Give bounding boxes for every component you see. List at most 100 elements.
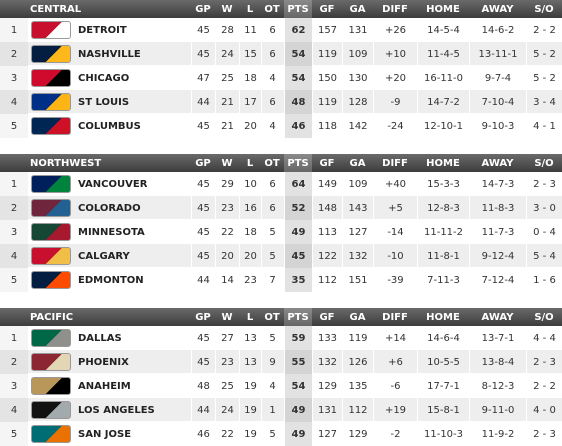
stat-cell: 2 - 3 [526, 350, 562, 374]
stat-cell: 44 [191, 268, 215, 292]
header-bar [0, 308, 562, 326]
team-logo [31, 93, 71, 111]
stat-cell: 64 [284, 172, 312, 196]
column-header: PTS [284, 0, 312, 18]
stat-cell: 54 [284, 374, 312, 398]
stat-cell: 5 - 4 [526, 244, 562, 268]
stat-cell: 119 [312, 90, 342, 114]
stat-cell: 22 [215, 220, 239, 244]
stat-cell: 17-7-1 [417, 374, 469, 398]
column-header: S/O [534, 311, 554, 323]
stat-cell: 119 [312, 42, 342, 66]
stat-cell: 150 [312, 66, 342, 90]
stat-cell: 49 [284, 398, 312, 422]
stat-cell: 7-11-3 [417, 268, 469, 292]
stat-cell: 132 [342, 244, 373, 268]
stat-cell: 45 [191, 172, 215, 196]
column-header: AWAY [481, 311, 514, 323]
column-header: HOME [426, 157, 460, 169]
stat-cell: 29 [215, 172, 239, 196]
division-name: CENTRAL [30, 3, 82, 15]
team-name: COLUMBUS [78, 120, 141, 132]
rank-cell: 1 [0, 18, 28, 42]
row-background [0, 398, 562, 422]
column-header: PTS [284, 154, 312, 172]
stat-cell: +14 [373, 326, 417, 350]
team-logo [31, 247, 71, 265]
rank-cell: 4 [0, 244, 28, 268]
stat-cell: 55 [284, 350, 312, 374]
column-header: HOME [426, 311, 460, 323]
team-name: ST LOUIS [78, 96, 130, 108]
stat-cell: 5 - 2 [526, 66, 562, 90]
stat-cell: 127 [312, 422, 342, 446]
stat-cell: 14-5-4 [417, 18, 469, 42]
stat-cell: 45 [191, 42, 215, 66]
stat-cell: 2 - 3 [526, 172, 562, 196]
stat-cell: 44 [191, 90, 215, 114]
stat-cell: 132 [312, 350, 342, 374]
stat-cell: 131 [342, 18, 373, 42]
stat-cell: 129 [312, 374, 342, 398]
stat-cell: 27 [215, 326, 239, 350]
row-background [0, 196, 562, 220]
stat-cell: 112 [312, 268, 342, 292]
team-logo [31, 223, 71, 241]
stat-cell: +5 [373, 196, 417, 220]
stat-cell: 6 [261, 90, 283, 114]
column-header: HOME [426, 3, 460, 15]
stat-cell: 49 [284, 422, 312, 446]
division-name: PACIFIC [30, 311, 74, 323]
stat-cell: 20 [215, 244, 239, 268]
stat-cell: 49 [284, 220, 312, 244]
stat-cell: 109 [342, 42, 373, 66]
column-header: GA [349, 3, 366, 15]
rank-cell: 1 [0, 326, 28, 350]
stat-cell: 18 [239, 220, 261, 244]
stat-cell: 9-11-0 [469, 398, 526, 422]
row-background [0, 244, 562, 268]
rank-cell: 5 [0, 114, 28, 138]
stat-cell: 13 [239, 326, 261, 350]
rank-cell: 3 [0, 66, 28, 90]
column-header: DIFF [382, 157, 408, 169]
division-name: NORTHWEST [30, 157, 102, 169]
stat-cell: 45 [191, 244, 215, 268]
stat-cell: 6 [261, 18, 283, 42]
stat-cell: 128 [342, 90, 373, 114]
stat-cell: +10 [373, 42, 417, 66]
stat-cell: 5 [261, 244, 283, 268]
stat-cell: 5 - 2 [526, 42, 562, 66]
stat-cell: 13 [239, 350, 261, 374]
stat-cell: 22 [215, 422, 239, 446]
stat-cell: 11-7-3 [469, 220, 526, 244]
rank-cell: 4 [0, 90, 28, 114]
stat-cell: 4 [261, 374, 283, 398]
team-name: SAN JOSE [78, 428, 132, 440]
team-logo [31, 425, 71, 443]
stat-cell: 23 [239, 268, 261, 292]
stat-cell: 19 [239, 398, 261, 422]
team-logo [31, 175, 71, 193]
stat-cell: 9-10-3 [469, 114, 526, 138]
row-background [0, 90, 562, 114]
team-name: PHOENIX [78, 356, 129, 368]
stat-cell: -24 [373, 114, 417, 138]
column-header: GA [349, 157, 366, 169]
row-background [0, 374, 562, 398]
team-logo [31, 353, 71, 371]
stat-cell: 54 [284, 42, 312, 66]
stat-cell: 6 [261, 196, 283, 220]
stat-cell: 45 [191, 350, 215, 374]
stat-cell: 7 [261, 268, 283, 292]
stat-cell: 45 [191, 18, 215, 42]
stat-cell: 109 [342, 172, 373, 196]
rank-cell: 3 [0, 220, 28, 244]
stat-cell: 11-8-3 [469, 196, 526, 220]
header-bar [0, 154, 562, 172]
column-header: DIFF [382, 3, 408, 15]
stat-cell: 9 [261, 350, 283, 374]
stat-cell: 135 [342, 374, 373, 398]
team-logo [31, 45, 71, 63]
